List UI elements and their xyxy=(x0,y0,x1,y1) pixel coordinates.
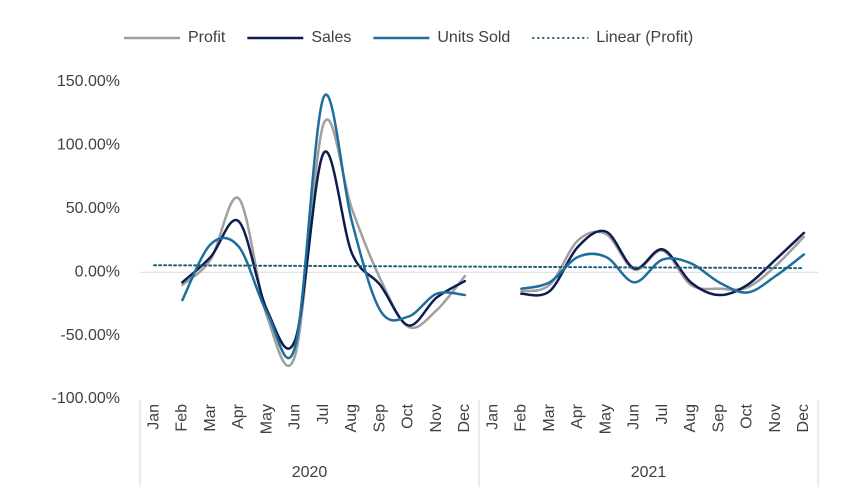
x-tick-label: Mar xyxy=(202,403,219,431)
x-tick-label: Jun xyxy=(287,404,304,430)
x-tick-label: Sep xyxy=(371,404,388,433)
legend-label: Profit xyxy=(188,29,226,46)
x-tick-label: Apr xyxy=(230,403,247,429)
legend-label: Linear (Profit) xyxy=(596,29,693,46)
y-tick-label: -100.00% xyxy=(52,390,121,407)
y-tick-label: 0.00% xyxy=(75,263,120,280)
x-tick-label: Dec xyxy=(795,404,812,432)
x-tick-label: Oct xyxy=(400,403,417,428)
x-tick-label: Aug xyxy=(343,404,360,432)
x-tick-label: Dec xyxy=(456,404,473,432)
x-tick-label: Apr xyxy=(569,403,586,429)
group-label: 2021 xyxy=(631,464,667,481)
x-tick-label: Jan xyxy=(145,404,162,430)
y-tick-label: -50.00% xyxy=(60,327,120,344)
series-line xyxy=(181,93,806,360)
x-tick-label: Aug xyxy=(682,404,699,432)
x-tick-label: Oct xyxy=(739,403,756,428)
y-tick-label: 100.00% xyxy=(57,137,120,154)
x-tick-label: Sep xyxy=(710,404,727,433)
x-tick-label: May xyxy=(258,404,275,434)
group-label: 2020 xyxy=(292,464,328,481)
y-tick-label: 150.00% xyxy=(57,73,120,90)
x-tick-label: Jul xyxy=(654,404,671,424)
x-tick-label: Nov xyxy=(767,404,784,432)
x-tick-label: May xyxy=(597,404,614,434)
x-tick-label: Mar xyxy=(541,403,558,431)
x-tick-label: Feb xyxy=(174,404,191,432)
x-tick-label: Feb xyxy=(513,404,530,432)
series-line xyxy=(181,150,806,350)
series-line xyxy=(153,264,805,270)
y-tick-label: 50.00% xyxy=(66,200,120,217)
x-tick-label: Jun xyxy=(626,404,643,430)
legend-label: Sales xyxy=(311,29,351,46)
x-tick-label: Jan xyxy=(484,404,501,430)
x-tick-label: Jul xyxy=(315,404,332,424)
legend-label: Units Sold xyxy=(437,29,510,46)
x-tick-label: Nov xyxy=(428,404,445,432)
